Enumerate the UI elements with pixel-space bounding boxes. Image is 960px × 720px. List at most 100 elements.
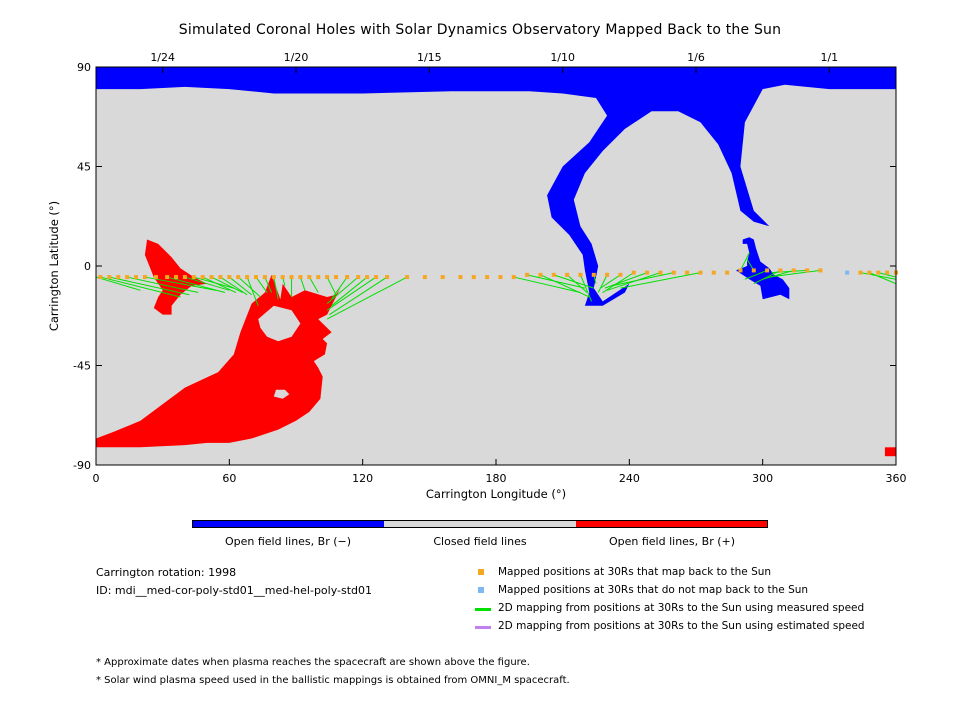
y-tick-label: 45 <box>77 161 91 174</box>
note-dates: * Approximate dates when plasma reaches … <box>96 657 530 668</box>
y-tick-label: 0 <box>84 260 91 273</box>
mapped-point <box>200 275 205 280</box>
mapped-point <box>725 270 730 275</box>
mapped-point <box>134 275 138 280</box>
measured-speed-mapping-line <box>611 272 674 287</box>
mapped-point <box>605 272 610 277</box>
mapped-point <box>356 275 361 280</box>
y-tick-label: 90 <box>77 61 91 74</box>
colorbar-label-open-negative: Open field lines, Br (−) <box>224 535 352 548</box>
mapped-point <box>685 270 690 275</box>
measured-speed-mapping-line <box>246 276 259 306</box>
legend-label: 2D mapping from positions at 30Rs to the… <box>498 620 865 632</box>
measured-speed-mapping-line <box>602 272 635 293</box>
mapped-point <box>316 275 321 280</box>
mapped-point <box>227 275 232 280</box>
mapped-point <box>818 268 823 273</box>
mapped-point <box>280 275 285 280</box>
run-id: ID: mdi__med-cor-poly-std01__med-hel-pol… <box>96 584 373 597</box>
mapped-point <box>165 275 170 280</box>
measured-speed-mapping-line <box>255 276 268 293</box>
x-tick-label: 240 <box>619 472 640 485</box>
colorbar-open-positive <box>576 520 768 528</box>
top-date-label: 1/10 <box>550 51 575 64</box>
mapped-point <box>218 275 223 280</box>
measured-speed-mapping-line <box>869 272 897 285</box>
x-tick-label: 0 <box>93 472 100 485</box>
legend-line-swatch <box>475 608 491 611</box>
measured-speed-mapping-line <box>744 269 768 280</box>
top-date-label: 1/1 <box>820 51 838 64</box>
mapped-point <box>385 275 390 280</box>
mapped-point <box>174 275 178 280</box>
mapped-point <box>334 275 338 280</box>
mapped-point <box>236 275 241 280</box>
mapped-point <box>645 270 650 275</box>
mapped-point <box>154 275 158 280</box>
mapped-point <box>307 275 312 280</box>
top-date-label: 1/24 <box>150 51 175 64</box>
legend-square-swatch <box>478 569 484 575</box>
mapped-point <box>538 272 543 277</box>
mapped-point <box>631 270 636 275</box>
mapped-point <box>778 268 783 273</box>
measured-speed-mapping-line <box>326 276 408 320</box>
x-axis-label: Carrington Longitude (°) <box>426 487 566 501</box>
measured-speed-mapping-line <box>566 274 588 293</box>
mapped-point <box>298 275 303 280</box>
mapped-point <box>405 275 410 280</box>
mapped-point <box>271 275 276 280</box>
measured-speed-mapping-line <box>620 272 701 289</box>
mapped-point <box>254 275 258 280</box>
mapped-point <box>345 275 350 280</box>
mapped-point <box>325 275 330 280</box>
mapped-point <box>671 270 676 275</box>
mapped-point <box>658 270 663 275</box>
y-tick-label: -45 <box>73 360 91 373</box>
note-speed: * Solar wind plasma speed used in the ba… <box>96 675 570 686</box>
mapped-point <box>485 275 490 280</box>
measured-speed-mapping-line <box>184 276 230 291</box>
closed-island-0 <box>258 305 301 342</box>
x-tick-label: 60 <box>222 472 236 485</box>
mapped-point <box>209 275 214 280</box>
mapped-point <box>191 275 196 280</box>
closed-island-1 <box>273 389 290 399</box>
top-date-label: 1/15 <box>417 51 442 64</box>
measured-speed-mapping-line <box>329 276 388 316</box>
measured-speed-mapping-line <box>579 274 593 302</box>
colorbar-label-open-positive: Open field lines, Br (+) <box>608 535 736 548</box>
measured-speed-mapping-line <box>100 276 181 298</box>
y-axis-label: Carrington Latitude (°) <box>47 201 61 331</box>
mapped-point <box>116 275 121 280</box>
mapped-point <box>471 275 476 280</box>
legend-label: Mapped positions at 30Rs that do not map… <box>498 584 809 596</box>
legend-square-swatch <box>478 587 484 593</box>
measured-speed-mapping-line <box>202 276 237 293</box>
region-open-negative-north <box>96 67 896 306</box>
measured-speed-mapping-line <box>211 276 243 293</box>
mapped-point <box>578 272 583 277</box>
carrington-rotation: Carrington rotation: 1998 <box>96 566 237 579</box>
measured-speed-mapping-line <box>237 276 261 298</box>
mapped-point <box>422 275 427 280</box>
mapped-point <box>876 270 881 275</box>
chart-title: Simulated Coronal Holes with Solar Dynam… <box>178 22 782 38</box>
measured-speed-mapping-line <box>331 276 348 300</box>
measured-speed-mapping-line <box>144 276 217 291</box>
measured-speed-mapping-line <box>308 276 319 293</box>
measured-speed-mapping-line <box>513 276 581 294</box>
mapped-point <box>498 275 503 280</box>
mapped-point <box>511 275 516 280</box>
measured-speed-mapping-line <box>109 276 190 296</box>
legend-label: Mapped positions at 30Rs that map back t… <box>498 566 772 578</box>
measured-speed-mapping-line <box>264 276 273 293</box>
colorbar-label-closed: Closed field lines <box>433 535 527 548</box>
measured-speed-mapping-line <box>326 276 359 304</box>
mapped-point <box>805 268 810 273</box>
measured-speed-mapping-line <box>771 269 808 274</box>
mapped-point <box>458 275 463 280</box>
mapped-point <box>142 275 147 280</box>
mapped-point <box>885 270 890 275</box>
